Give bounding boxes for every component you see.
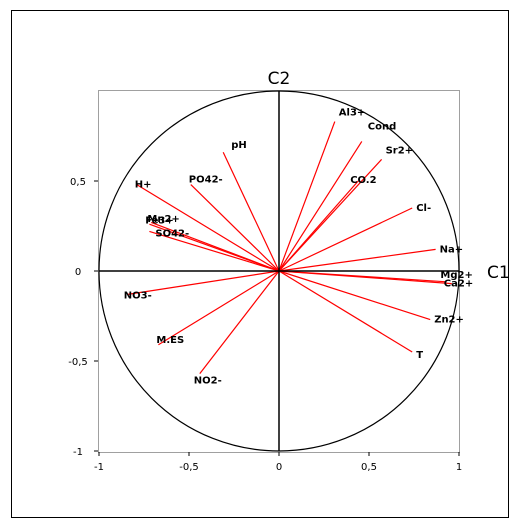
- vector-label-po42: PO42-: [189, 175, 223, 186]
- vector-label-so42: SO42-: [155, 228, 189, 239]
- vector-label-mg2: Mg2+: [440, 270, 472, 281]
- vector-label-al3: Al3+: [339, 108, 366, 119]
- x-tick-label: -1: [94, 462, 104, 473]
- vector-so42: [149, 230, 280, 272]
- vector-cl: [278, 207, 413, 272]
- vector-co-2: [278, 180, 359, 272]
- vector-label-na: Na+: [440, 244, 464, 255]
- vector-na: [278, 248, 436, 272]
- vector-no3: [127, 270, 280, 295]
- vector-po42: [190, 184, 280, 272]
- vector-label-no2: NO2-: [194, 376, 222, 387]
- y-tick-label: -0,5: [68, 357, 88, 368]
- vector-label-mn2: Mn2+: [147, 214, 179, 225]
- vector-label-ph: pH: [231, 140, 247, 151]
- vector-ph: [222, 151, 280, 272]
- vector-cond: [278, 141, 363, 272]
- vector-label-cl: Cl-: [416, 203, 431, 214]
- vector-label-t: T: [416, 350, 423, 361]
- vector-label-no3: NO3-: [124, 290, 152, 301]
- y-tick-label: -1: [73, 447, 83, 458]
- x-axis-label: C1: [487, 263, 510, 283]
- vector-label-cond: Cond: [368, 121, 397, 132]
- y-axis-label: C2: [268, 69, 291, 89]
- x-tick-label: 0: [276, 462, 282, 473]
- x-tick-label: 1: [456, 462, 462, 473]
- vector-zn2: [278, 270, 431, 321]
- vector-label-fe3: Fe3+: [145, 215, 174, 226]
- vector-label-h: H+: [135, 180, 152, 191]
- vector-label-co-2: CO.2: [350, 175, 376, 186]
- vector-no2: [199, 270, 280, 374]
- vector-label-sr2: Sr2+: [386, 145, 413, 156]
- vector-m-es: [158, 270, 280, 346]
- vector-t: [278, 270, 413, 353]
- vector-al3: [278, 121, 336, 272]
- vector-mn2: [149, 223, 280, 272]
- vector-label-m-es: M.ES: [156, 335, 184, 346]
- y-tick-label: 0,5: [70, 177, 86, 188]
- vector-label-zn2: Zn2+: [434, 315, 464, 326]
- vector-ca2: [278, 270, 452, 285]
- x-tick-label: -0,5: [179, 462, 199, 473]
- y-tick-label: 0: [75, 267, 81, 278]
- x-tick-label: 0,5: [361, 462, 377, 473]
- vector-h: [136, 184, 280, 272]
- figure-frame: [11, 10, 509, 518]
